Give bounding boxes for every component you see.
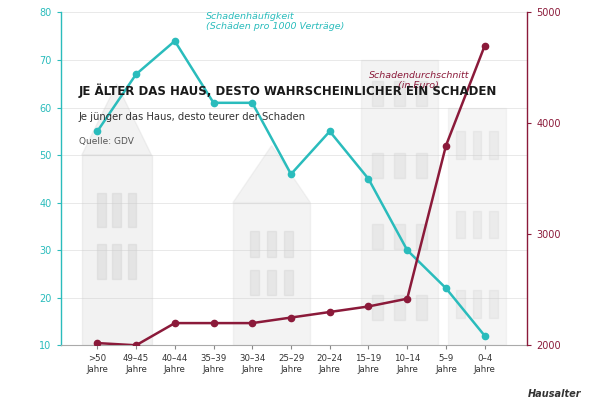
Text: Schadenhäufigkeit
(Schäden pro 1000 Verträge): Schadenhäufigkeit (Schäden pro 1000 Vert… [206, 12, 344, 32]
Polygon shape [82, 155, 152, 345]
Polygon shape [233, 146, 310, 203]
Polygon shape [371, 153, 383, 178]
Text: Hausalter: Hausalter [528, 389, 581, 399]
Polygon shape [82, 84, 152, 155]
Polygon shape [113, 193, 121, 228]
Polygon shape [473, 290, 481, 317]
Polygon shape [489, 131, 498, 159]
Polygon shape [473, 131, 481, 159]
Polygon shape [489, 210, 498, 238]
Polygon shape [97, 245, 105, 279]
Polygon shape [233, 203, 310, 345]
Polygon shape [361, 60, 438, 345]
Polygon shape [416, 82, 427, 106]
Polygon shape [113, 245, 121, 279]
Polygon shape [448, 108, 506, 345]
Polygon shape [267, 270, 276, 295]
Polygon shape [394, 295, 405, 320]
Text: Schadendurchschnitt
(in Euro): Schadendurchschnitt (in Euro) [368, 71, 469, 90]
Polygon shape [250, 231, 259, 257]
Polygon shape [250, 270, 259, 295]
Text: Je jünger das Haus, desto teurer der Schaden: Je jünger das Haus, desto teurer der Sch… [79, 112, 306, 122]
Polygon shape [371, 295, 383, 320]
Polygon shape [416, 295, 427, 320]
Polygon shape [371, 82, 383, 106]
Text: Quelle: GDV: Quelle: GDV [79, 137, 134, 146]
Polygon shape [456, 210, 465, 238]
Polygon shape [128, 193, 136, 228]
Polygon shape [394, 82, 405, 106]
Polygon shape [489, 290, 498, 317]
Polygon shape [128, 245, 136, 279]
Polygon shape [284, 270, 293, 295]
Polygon shape [284, 231, 293, 257]
Polygon shape [456, 131, 465, 159]
Polygon shape [394, 153, 405, 178]
Text: JE ÄLTER DAS HAUS, DESTO WAHRSCHEINLICHER EIN SCHADEN: JE ÄLTER DAS HAUS, DESTO WAHRSCHEINLICHE… [79, 83, 497, 98]
Polygon shape [97, 193, 105, 228]
Polygon shape [371, 224, 383, 249]
Polygon shape [267, 231, 276, 257]
Polygon shape [394, 224, 405, 249]
Polygon shape [416, 153, 427, 178]
Polygon shape [416, 224, 427, 249]
Polygon shape [456, 290, 465, 317]
Polygon shape [473, 210, 481, 238]
